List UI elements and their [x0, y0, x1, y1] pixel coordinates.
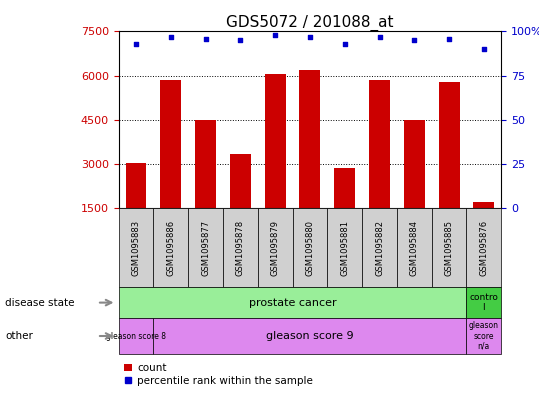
Bar — [397, 208, 432, 287]
Bar — [466, 208, 501, 287]
Text: GSM1095881: GSM1095881 — [340, 220, 349, 275]
Bar — [466, 287, 501, 318]
Text: GSM1095885: GSM1095885 — [445, 220, 454, 275]
Bar — [439, 82, 460, 252]
Point — [167, 34, 175, 40]
Text: gleason score 8: gleason score 8 — [106, 332, 166, 340]
Text: disease state: disease state — [5, 298, 75, 308]
Bar — [223, 208, 258, 287]
Point — [445, 35, 453, 42]
Point — [306, 34, 314, 40]
Text: GSM1095886: GSM1095886 — [166, 220, 175, 275]
Text: GSM1095877: GSM1095877 — [201, 220, 210, 275]
Bar — [126, 163, 147, 252]
Point — [132, 41, 140, 47]
Bar — [327, 208, 362, 287]
Bar — [230, 154, 251, 252]
Text: gleason
score
n/a: gleason score n/a — [469, 321, 499, 351]
Text: contro
l: contro l — [469, 293, 499, 312]
Bar — [154, 318, 466, 354]
Bar — [300, 70, 320, 252]
Text: GSM1095882: GSM1095882 — [375, 220, 384, 275]
Bar — [119, 208, 154, 287]
Point — [410, 37, 419, 44]
Bar — [265, 74, 286, 252]
Point — [480, 46, 488, 52]
Bar — [160, 80, 181, 252]
Bar — [404, 120, 425, 252]
Bar — [188, 208, 223, 287]
Bar — [362, 208, 397, 287]
Point — [271, 32, 279, 38]
Point — [375, 34, 384, 40]
Text: GSM1095879: GSM1095879 — [271, 220, 280, 275]
Bar — [154, 208, 188, 287]
Point — [341, 41, 349, 47]
Text: other: other — [5, 331, 33, 341]
Point — [236, 37, 245, 44]
Legend: count, percentile rank within the sample: count, percentile rank within the sample — [124, 363, 313, 386]
Bar — [369, 80, 390, 252]
Text: GSM1095884: GSM1095884 — [410, 220, 419, 275]
Bar — [195, 120, 216, 252]
Bar — [432, 208, 466, 287]
Text: GSM1095878: GSM1095878 — [236, 220, 245, 275]
Text: GSM1095883: GSM1095883 — [132, 220, 141, 275]
Bar — [119, 318, 154, 354]
Bar — [473, 202, 494, 252]
Text: gleason score 9: gleason score 9 — [266, 331, 354, 341]
Title: GDS5072 / 201088_at: GDS5072 / 201088_at — [226, 15, 393, 31]
Bar — [293, 208, 327, 287]
Text: GSM1095876: GSM1095876 — [479, 220, 488, 275]
Text: prostate cancer: prostate cancer — [248, 298, 336, 308]
Bar — [258, 208, 293, 287]
Bar — [466, 318, 501, 354]
Point — [201, 35, 210, 42]
Bar — [334, 169, 355, 252]
Text: GSM1095880: GSM1095880 — [306, 220, 314, 275]
